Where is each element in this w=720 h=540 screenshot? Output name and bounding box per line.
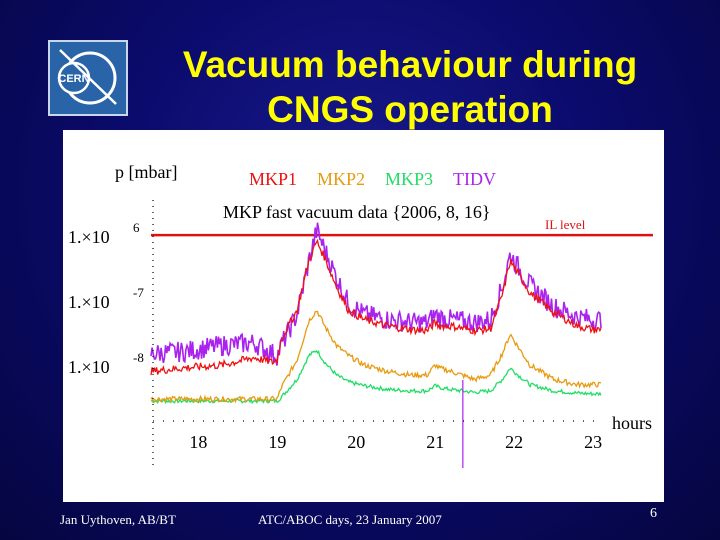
y-axis-label: p [mbar] xyxy=(115,162,177,182)
chart-legend: MKP1 MKP2 MKP3 TIDV xyxy=(249,169,496,189)
x-tick-label: 18 xyxy=(189,432,207,452)
series-line-mkp2 xyxy=(150,310,602,404)
y-tick-exponent: -7 xyxy=(133,285,144,300)
x-axis-label: hours xyxy=(612,413,652,433)
legend-entry-mkp1: MKP1 xyxy=(249,169,297,189)
series-line-tidv xyxy=(150,222,602,366)
x-tick-label: 20 xyxy=(347,432,365,452)
x-tick-label: 19 xyxy=(268,432,286,452)
x-tick-label: 21 xyxy=(426,432,444,452)
footer-author: Jan Uythoven, AB/BT xyxy=(60,512,176,527)
y-tick-label: 1.×10 xyxy=(68,357,110,377)
y-tick-label: 1.×10 xyxy=(68,227,110,247)
y-tick-exponent: 6 xyxy=(133,220,140,235)
y-tick-exponent: -8 xyxy=(133,350,144,365)
legend-entry-mkp2: MKP2 xyxy=(317,169,365,189)
footer-event: ATC/ABOC days, 23 January 2007 xyxy=(258,512,442,527)
legend-entry-mkp3: MKP3 xyxy=(385,169,433,189)
x-tick-label: 22 xyxy=(505,432,523,452)
page-number: 6 xyxy=(650,506,657,521)
cern-logo: CERN xyxy=(48,40,128,116)
slide-title: Vacuum behaviour during CNGS operation xyxy=(182,44,638,130)
legend-entry-tidv: TIDV xyxy=(453,169,496,189)
chart-title: MKP fast vacuum data {2006, 8, 16} xyxy=(223,202,491,222)
il-level-label: IL level xyxy=(545,217,586,232)
chart-panel: p [mbar] MKP fast vacuum data {2006, 8, … xyxy=(63,130,664,502)
y-tick-label: 1.×10 xyxy=(68,292,110,312)
vacuum-pressure-chart: p [mbar] MKP fast vacuum data {2006, 8, … xyxy=(68,162,653,468)
cern-logo-text: CERN xyxy=(58,73,89,85)
series-line-mkp1 xyxy=(150,238,602,376)
x-tick-label: 23 xyxy=(584,432,602,452)
cern-logo-graphic: CERN xyxy=(57,49,117,105)
series-line-mkp3 xyxy=(150,349,602,405)
